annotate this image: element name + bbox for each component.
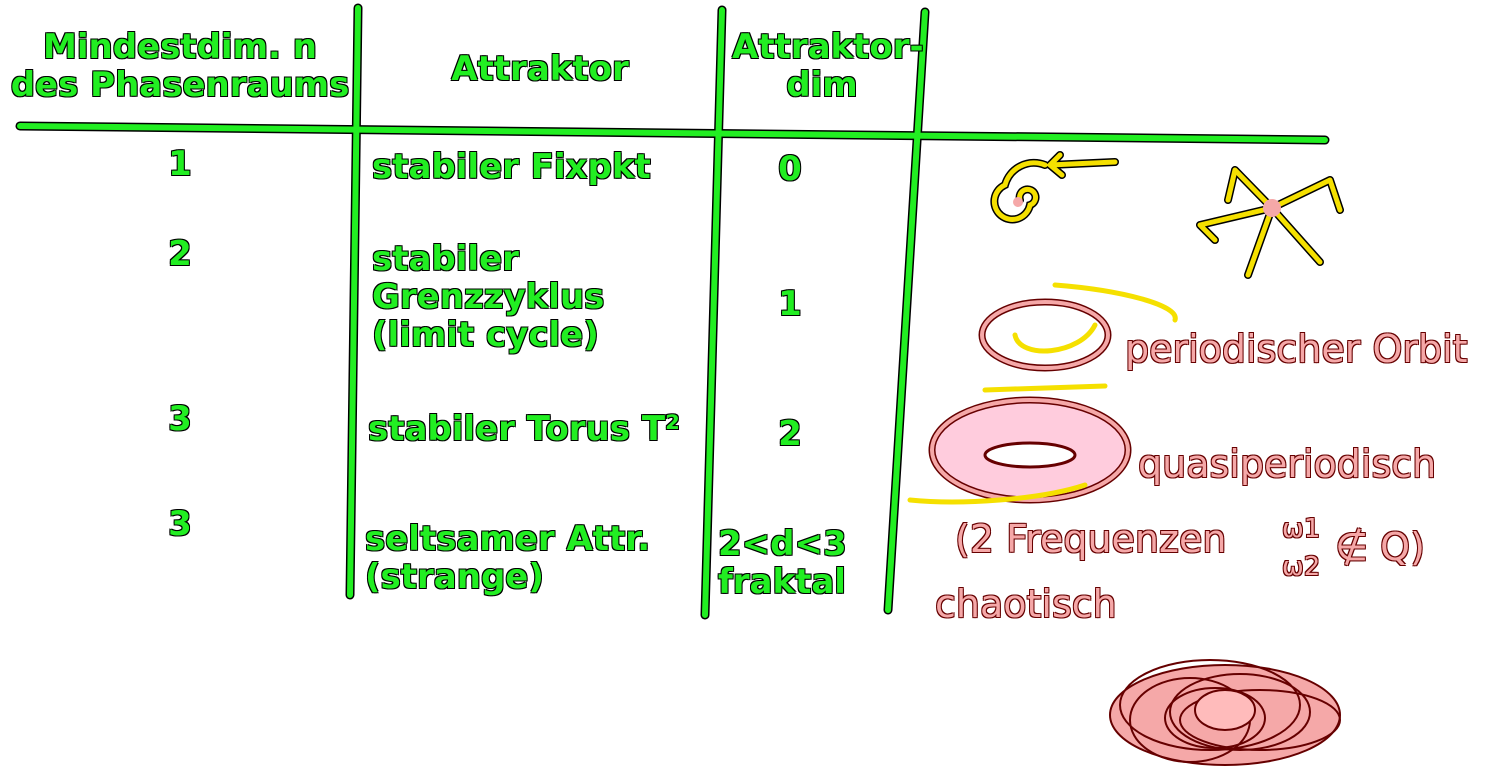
header-cell: Attraktor (451, 49, 629, 89)
limit-cycle (978, 282, 1178, 372)
cell: stabiler Grenzzyklus (limit cycle) (372, 239, 605, 355)
note: ∉ Q) (1335, 525, 1425, 569)
torus (907, 383, 1132, 505)
note: (2 Frequenzen (955, 517, 1227, 561)
cell: 3 (168, 504, 192, 544)
cell: 2 (168, 234, 192, 274)
strange-attractor (1109, 659, 1341, 766)
note: chaotisch (935, 582, 1117, 626)
cell: 2<d<3 fraktal (718, 524, 847, 602)
note: quasiperiodisch (1138, 442, 1437, 486)
cell: stabiler Torus T² (368, 409, 680, 449)
header-cell: Attraktor-dim (732, 27, 924, 105)
cell: 2 (778, 414, 802, 454)
note: ω1 (1282, 514, 1321, 544)
table-lines (15, 3, 1330, 620)
cell: 3 (168, 399, 192, 439)
cell: stabiler Fixpkt (372, 147, 651, 187)
note: periodischer Orbit (1125, 327, 1468, 371)
star-node (1196, 166, 1344, 279)
cell: seltsamer Attr. (strange) (365, 519, 651, 597)
cell: 1 (778, 284, 802, 324)
cell: 0 (778, 149, 802, 189)
note: ω2 (1282, 552, 1321, 582)
header-cell: Mindestdim. n des Phasenraums (10, 27, 350, 105)
spiral (990, 151, 1119, 224)
cell: 1 (168, 144, 192, 184)
